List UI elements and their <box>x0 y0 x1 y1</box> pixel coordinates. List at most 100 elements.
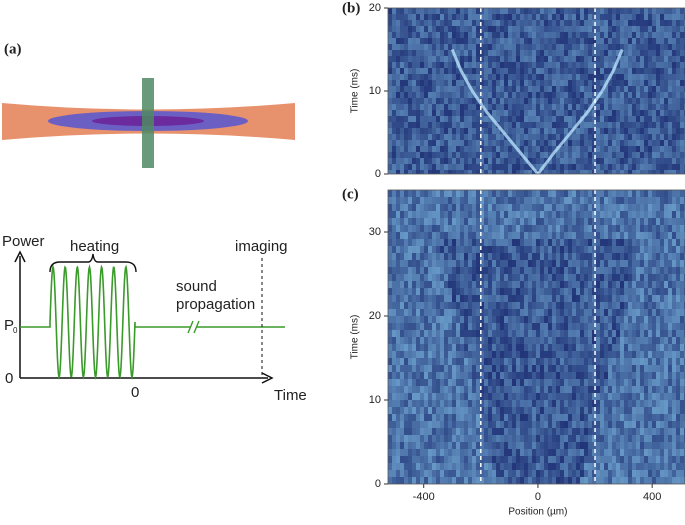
heatmap-cell <box>528 344 532 351</box>
heatmap-cell <box>644 365 648 372</box>
heatmap-cell <box>644 211 648 218</box>
heatmap-cell <box>404 295 408 302</box>
heatmap-cell <box>392 239 396 246</box>
heatmap-cell <box>576 204 580 211</box>
heatmap-cell <box>432 393 436 400</box>
heatmap-cell <box>392 56 396 62</box>
heatmap-cell <box>416 372 420 379</box>
heatmap-cell <box>608 140 612 146</box>
heatmap-cell <box>416 295 420 302</box>
heatmap-cell <box>588 204 592 211</box>
heatmap-cell <box>612 152 616 158</box>
heatmap-cell <box>652 14 656 20</box>
heatmap-cell <box>428 146 432 152</box>
heatmap-cell <box>448 274 452 281</box>
heatmap-cell <box>508 128 512 134</box>
heatmap-cell <box>576 365 580 372</box>
heatmap-cell <box>508 26 512 32</box>
heatmap-cell <box>540 98 544 104</box>
heatmap-cell <box>664 435 668 442</box>
heatmap-cell <box>668 449 672 456</box>
heatmap-cell <box>676 32 680 38</box>
heatmap-cell <box>548 86 552 92</box>
heatmap-cell <box>456 110 460 116</box>
heatmap-cell <box>612 170 616 174</box>
heatmap-cell <box>468 50 472 56</box>
heatmap-cell <box>520 323 524 330</box>
heatmap-cell <box>536 218 540 225</box>
heatmap-cell <box>412 20 416 26</box>
heatmap-cell <box>524 92 528 98</box>
heatmap-cell <box>672 152 676 158</box>
heatmap-cell <box>556 337 560 344</box>
heatmap-cell <box>416 44 420 50</box>
heatmap-cell <box>680 442 684 449</box>
heatmap-cell <box>404 267 408 274</box>
heatmap-cell <box>632 407 636 414</box>
heatmap-cell <box>512 26 516 32</box>
heatmap-cell <box>496 86 500 92</box>
heatmap-cell <box>608 267 612 274</box>
heatmap-cell <box>604 274 608 281</box>
heatmap-cell <box>432 62 436 68</box>
heatmap-cell <box>560 344 564 351</box>
heatmap-cell <box>512 211 516 218</box>
heatmap-cell <box>440 330 444 337</box>
heatmap-cell <box>392 386 396 393</box>
heatmap-cell <box>600 225 604 232</box>
heatmap-cell <box>412 122 416 128</box>
heatmap-cell <box>568 190 572 197</box>
heatmap-cell <box>524 26 528 32</box>
heatmap-cell <box>464 218 468 225</box>
heatmap-cell <box>476 421 480 428</box>
heatmap-cell <box>580 225 584 232</box>
heatmap-cell <box>576 239 580 246</box>
heatmap-cell <box>640 32 644 38</box>
heatmap-cell <box>484 164 488 170</box>
heatmap-cell <box>660 316 664 323</box>
heatmap-cell <box>504 92 508 98</box>
heatmap-cell <box>456 146 460 152</box>
heatmap-cell <box>416 442 420 449</box>
heatmap-cell <box>656 98 660 104</box>
heatmap-cell <box>448 20 452 26</box>
heatmap-cell <box>664 232 668 239</box>
heatmap-cell <box>452 379 456 386</box>
heatmap-cell <box>616 323 620 330</box>
heatmap-cell <box>556 50 560 56</box>
heatmap-cell <box>568 414 572 421</box>
heatmap-cell <box>428 204 432 211</box>
heatmap-cell <box>516 134 520 140</box>
heatmap-cell <box>412 164 416 170</box>
heatmap-cell <box>452 122 456 128</box>
heatmap-cell <box>512 386 516 393</box>
heatmap-cell <box>588 218 592 225</box>
heatmap-cell <box>656 351 660 358</box>
heatmap-cell <box>512 218 516 225</box>
heatmap-cell <box>644 8 648 14</box>
heatmap-cell <box>504 152 508 158</box>
heatmap-cell <box>504 246 508 253</box>
heatmap-cell <box>404 146 408 152</box>
heatmap-cell <box>528 190 532 197</box>
heatmap-cell <box>584 50 588 56</box>
heatmap-cell <box>640 86 644 92</box>
heatmap-cell <box>668 281 672 288</box>
heatmap-cell <box>604 62 608 68</box>
heatmap-cell <box>620 146 624 152</box>
label: heating <box>70 238 119 255</box>
heatmap-cell <box>504 74 508 80</box>
heatmap-cell <box>536 309 540 316</box>
heatmap-cell <box>580 8 584 14</box>
heatmap-cell <box>476 407 480 414</box>
heatmap-cell <box>536 110 540 116</box>
heatmap-cell <box>652 164 656 170</box>
heatmap-cell <box>388 128 392 134</box>
heatmap-cell <box>668 442 672 449</box>
heatmap-cell <box>576 449 580 456</box>
heatmap-cell <box>520 421 524 428</box>
heatmap-cell <box>652 442 656 449</box>
label: Power <box>2 233 45 250</box>
heatmap-cell <box>456 260 460 267</box>
heatmap-cell <box>584 14 588 20</box>
